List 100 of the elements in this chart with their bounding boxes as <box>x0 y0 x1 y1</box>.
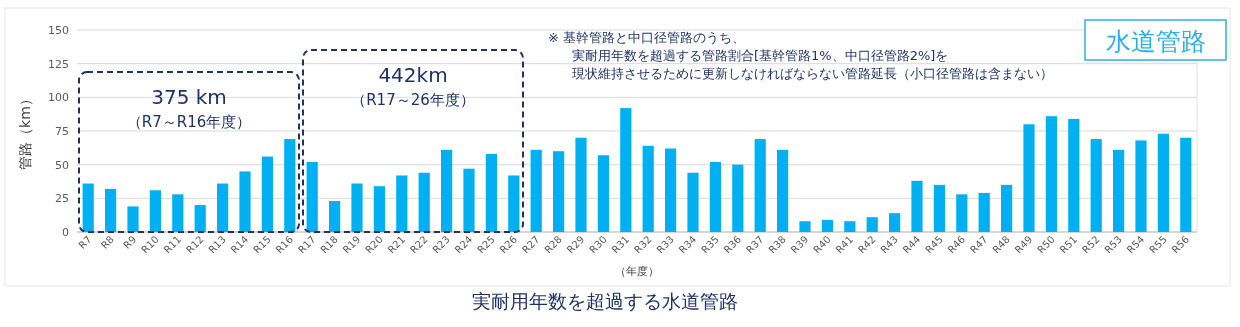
bar <box>709 161 721 232</box>
x-tick-label: R8 <box>98 233 117 251</box>
x-tick-label: R29 <box>564 233 587 256</box>
bar <box>1113 149 1125 232</box>
annotation: 現状維持させるために更新しなければならない管路延長（小口径管路は含まない） <box>572 66 1053 81</box>
x-tick-label: R33 <box>654 233 677 256</box>
y-tick-label: 0 <box>62 226 69 239</box>
x-tick-label: R50 <box>1035 233 1057 256</box>
x-tick-label: R42 <box>855 233 878 256</box>
bar <box>373 186 385 232</box>
x-tick-label: R14 <box>228 233 251 256</box>
bar <box>284 139 296 232</box>
bar <box>933 184 945 232</box>
x-tick-label: R7 <box>76 233 94 251</box>
x-tick-label: R15 <box>251 233 273 256</box>
bar <box>217 183 229 232</box>
y-tick-label: 125 <box>48 57 69 71</box>
x-tick-label: R25 <box>475 233 497 256</box>
bar <box>127 206 139 232</box>
x-tick-label: R28 <box>542 233 565 256</box>
bar <box>1090 139 1102 232</box>
x-tick-label: R49 <box>1012 233 1035 256</box>
x-tick-label: R56 <box>1169 233 1192 256</box>
bar <box>463 168 475 232</box>
x-tick-label: R11 <box>161 233 184 256</box>
x-tick-label: R43 <box>878 233 901 256</box>
bar <box>866 217 878 232</box>
annotation: 375 km <box>151 85 227 109</box>
bar <box>1045 116 1057 232</box>
bar <box>889 213 901 232</box>
bar <box>1180 137 1192 232</box>
x-tick-label: R26 <box>497 233 520 256</box>
bar <box>261 156 273 232</box>
bar <box>911 180 923 232</box>
bar <box>508 175 520 232</box>
x-tick-label: R9 <box>121 233 139 251</box>
bar <box>799 221 811 232</box>
bar <box>821 219 833 232</box>
bar <box>1001 184 1013 232</box>
bar <box>620 108 632 232</box>
x-tick-label: R24 <box>452 233 475 256</box>
x-tick-label: R13 <box>206 233 229 256</box>
bar <box>172 194 184 232</box>
annotation: （R17～26年度） <box>351 91 475 109</box>
bar <box>642 145 654 232</box>
x-tick-label: R21 <box>385 233 408 256</box>
x-tick-label: R10 <box>139 233 161 256</box>
y-tick-label: 100 <box>48 91 69 105</box>
bar <box>665 148 677 232</box>
bar <box>149 190 161 232</box>
x-tick-label: R40 <box>811 233 833 256</box>
x-tick-label: R30 <box>587 233 609 256</box>
y-tick-label: 75 <box>55 125 69 138</box>
bar <box>777 149 789 232</box>
bar <box>844 221 856 232</box>
annotation: 水道管路 <box>1105 27 1206 56</box>
x-tick-label: R44 <box>900 233 923 256</box>
y-axis-title: 管路（km） <box>17 92 33 170</box>
x-tick-label: R38 <box>766 233 789 256</box>
bar <box>1023 124 1035 232</box>
annotation: ※ 基幹管路と中口径管路のうち、 <box>548 30 746 45</box>
bar <box>194 205 206 232</box>
bar <box>485 153 497 232</box>
bar <box>956 194 968 232</box>
x-tick-label: R32 <box>631 233 654 256</box>
annotation: 442km <box>378 63 448 87</box>
x-tick-label: R18 <box>318 233 341 256</box>
x-tick-label: R54 <box>1124 233 1147 256</box>
x-tick-label: R51 <box>1057 233 1080 256</box>
x-tick-label: R19 <box>340 233 363 256</box>
bar <box>396 175 408 232</box>
bar <box>105 188 117 232</box>
bar <box>732 164 744 232</box>
x-tick-label: R52 <box>1079 233 1102 256</box>
x-tick-label: R48 <box>990 233 1013 256</box>
bar <box>82 183 94 232</box>
bar <box>1157 133 1169 232</box>
x-tick-label: R39 <box>788 233 811 256</box>
x-tick-label: R41 <box>833 233 856 256</box>
bar <box>418 172 430 232</box>
bar <box>1068 118 1080 232</box>
bar <box>597 155 609 232</box>
x-tick-label: R45 <box>923 233 945 256</box>
y-tick-label: 50 <box>55 158 69 172</box>
bar <box>306 161 318 232</box>
x-tick-label: R46 <box>945 233 968 256</box>
bar <box>351 183 363 232</box>
annotation: （R7～R16年度） <box>126 113 252 131</box>
x-tick-label: R23 <box>430 233 453 256</box>
text: 実耐用年数を超過する水道管路 <box>472 290 738 312</box>
x-tick-label: R12 <box>183 233 206 256</box>
bar <box>441 149 453 232</box>
bar <box>978 192 990 232</box>
x-tick-label: R55 <box>1147 233 1169 256</box>
bar <box>575 137 587 232</box>
x-tick-label: R31 <box>609 233 632 256</box>
bar <box>329 201 341 232</box>
bar <box>239 171 251 232</box>
x-tick-label: R22 <box>407 233 430 256</box>
bar <box>530 149 542 232</box>
